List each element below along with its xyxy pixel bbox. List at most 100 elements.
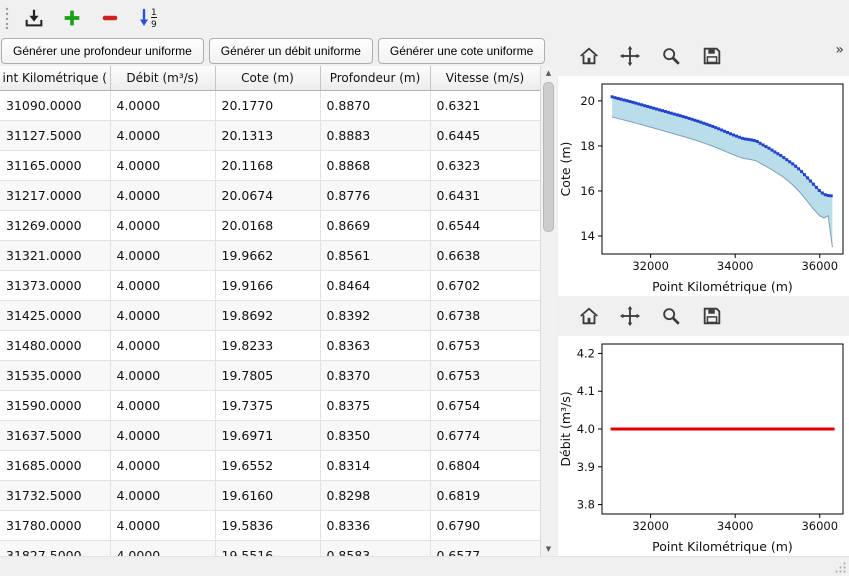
table-cell[interactable]: 0.8669 [320,210,431,241]
table-row[interactable]: 31321.0000 4.0000 19.9662 0.8561 0.6638 [0,240,541,271]
table-row[interactable]: 31217.0000 4.0000 20.0674 0.8776 0.6431 [0,180,541,211]
scroll-up-button[interactable]: ▲ [545,68,552,77]
table-cell[interactable]: 0.6819 [430,480,541,511]
zoom-button[interactable] [658,43,684,69]
table-cell[interactable]: 19.7805 [215,360,321,391]
table-cell[interactable]: 0.8392 [320,300,431,331]
generate-level-button[interactable]: Générer une cote uniforme [377,38,546,64]
table-cell[interactable]: 0.8314 [320,450,431,481]
column-header-vitesse[interactable]: Vitesse (m/s) [430,66,541,91]
import-button[interactable] [19,3,49,33]
cote-chart[interactable]: 32000 34000 36000 14 16 18 20 Point Kilométriqu… [558,76,849,296]
resize-grip[interactable] [834,561,847,574]
save-figure-button[interactable] [699,43,725,69]
table-cell[interactable]: 0.6577 [430,540,541,556]
table-scrollbar[interactable]: ▲ ▼ [540,66,556,556]
table-row[interactable]: 31480.0000 4.0000 19.8233 0.8363 0.6753 [0,330,541,361]
scroll-down-button[interactable]: ▼ [545,544,552,553]
table-cell[interactable]: 31480.0000 [0,330,111,361]
table-row[interactable]: 31637.5000 4.0000 19.6971 0.8350 0.6774 [0,420,541,451]
table-row[interactable]: 31685.0000 4.0000 19.6552 0.8314 0.6804 [0,450,541,481]
table-cell[interactable]: 31269.0000 [0,210,111,241]
table-cell[interactable]: 4.0000 [110,540,216,556]
table-cell[interactable]: 20.0674 [215,180,321,211]
table-cell[interactable]: 31780.0000 [0,510,111,541]
table-cell[interactable]: 0.8370 [320,360,431,391]
table-cell[interactable]: 19.9166 [215,270,321,301]
table-cell[interactable]: 19.5836 [215,510,321,541]
table-cell[interactable]: 31425.0000 [0,300,111,331]
table-cell[interactable]: 0.8583 [320,540,431,556]
table-cell[interactable]: 0.6321 [430,90,541,121]
table-cell[interactable]: 0.8363 [320,330,431,361]
table-cell[interactable]: 0.8375 [320,390,431,421]
table-cell[interactable]: 20.1313 [215,120,321,151]
table-cell[interactable]: 19.8233 [215,330,321,361]
column-header-debit[interactable]: Débit (m³/s) [110,66,216,91]
add-row-button[interactable] [57,3,87,33]
table-cell[interactable]: 0.6544 [430,210,541,241]
table-cell[interactable]: 31590.0000 [0,390,111,421]
table-cell[interactable]: 4.0000 [110,510,216,541]
table-cell[interactable]: 31637.5000 [0,420,111,451]
table-cell[interactable]: 0.6445 [430,120,541,151]
table-cell[interactable]: 31165.0000 [0,150,111,181]
table-row[interactable]: 31425.0000 4.0000 19.8692 0.8392 0.6738 [0,300,541,331]
table-row[interactable]: 31827.5000 4.0000 19.5516 0.8583 0.6577 [0,540,541,556]
table-cell[interactable]: 4.0000 [110,360,216,391]
scrollbar-thumb[interactable] [543,82,554,232]
toolbar-drag-handle[interactable] [3,5,11,31]
table-cell[interactable]: 4.0000 [110,240,216,271]
table-cell[interactable]: 0.6753 [430,360,541,391]
home-button[interactable] [576,43,602,69]
table-cell[interactable]: 4.0000 [110,330,216,361]
table-cell[interactable]: 4.0000 [110,150,216,181]
table-cell[interactable]: 31321.0000 [0,240,111,271]
table-cell[interactable]: 4.0000 [110,480,216,511]
table-cell[interactable]: 0.8870 [320,90,431,121]
table-cell[interactable]: 0.8776 [320,180,431,211]
column-header-pk[interactable]: int Kilométrique ( [0,66,111,91]
table-cell[interactable]: 0.8561 [320,240,431,271]
table-cell[interactable]: 19.9662 [215,240,321,271]
table-cell[interactable]: 0.8350 [320,420,431,451]
table-cell[interactable]: 19.6552 [215,450,321,481]
table-cell[interactable]: 0.6638 [430,240,541,271]
table-cell[interactable]: 20.1770 [215,90,321,121]
table-cell[interactable]: 4.0000 [110,180,216,211]
table-cell[interactable]: 4.0000 [110,390,216,421]
table-cell[interactable]: 0.6790 [430,510,541,541]
table-cell[interactable]: 4.0000 [110,300,216,331]
table-cell[interactable]: 4.0000 [110,120,216,151]
table-cell[interactable]: 0.6323 [430,150,541,181]
table-cell[interactable]: 31732.5000 [0,480,111,511]
column-header-profondeur[interactable]: Profondeur (m) [320,66,431,91]
pan-button[interactable] [617,43,643,69]
table-row[interactable]: 31269.0000 4.0000 20.0168 0.8669 0.6544 [0,210,541,241]
table-cell[interactable]: 0.8868 [320,150,431,181]
home-button[interactable] [576,303,602,329]
table-cell[interactable]: 0.6804 [430,450,541,481]
table-cell[interactable]: 19.8692 [215,300,321,331]
table-cell[interactable]: 31685.0000 [0,450,111,481]
table-cell[interactable]: 0.8298 [320,480,431,511]
table-cell[interactable]: 31535.0000 [0,360,111,391]
sort-button[interactable]: 1 9 [133,3,163,33]
generate-depth-button[interactable]: Générer une profondeur uniforme [1,38,204,64]
table-cell[interactable]: 31090.0000 [0,90,111,121]
table-row[interactable]: 31732.5000 4.0000 19.6160 0.8298 0.6819 [0,480,541,511]
table-cell[interactable]: 31217.0000 [0,180,111,211]
table-cell[interactable]: 19.5516 [215,540,321,556]
table-cell[interactable]: 20.0168 [215,210,321,241]
table-row[interactable]: 31373.0000 4.0000 19.9166 0.8464 0.6702 [0,270,541,301]
table-cell[interactable]: 19.6971 [215,420,321,451]
table-cell[interactable]: 0.8883 [320,120,431,151]
table-cell[interactable]: 0.6754 [430,390,541,421]
toolbar-overflow-button[interactable]: » [835,42,844,58]
table-cell[interactable]: 0.6431 [430,180,541,211]
table-cell[interactable]: 19.6160 [215,480,321,511]
table-row[interactable]: 31535.0000 4.0000 19.7805 0.8370 0.6753 [0,360,541,391]
table-row[interactable]: 31090.0000 4.0000 20.1770 0.8870 0.6321 [0,90,541,121]
table-cell[interactable]: 31827.5000 [0,540,111,556]
table-cell[interactable]: 31127.5000 [0,120,111,151]
